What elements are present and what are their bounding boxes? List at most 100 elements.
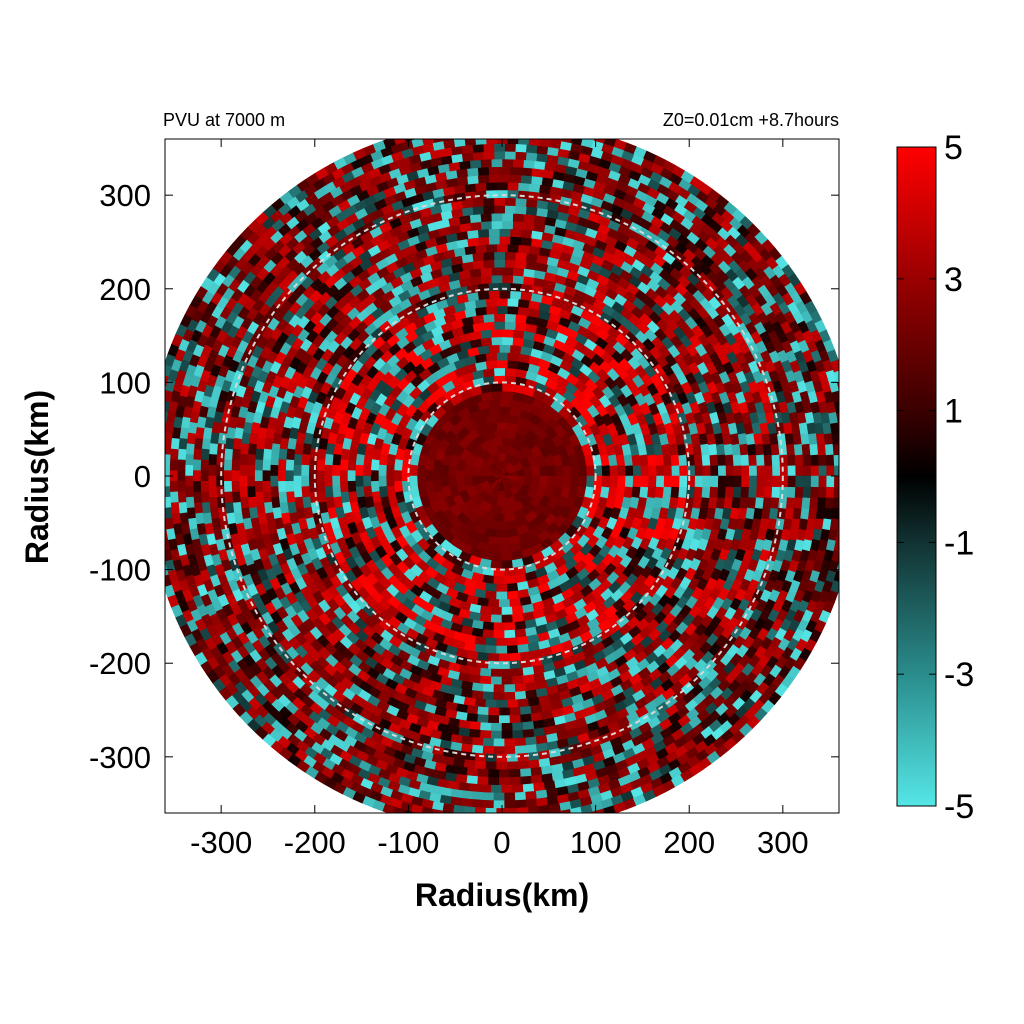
field-cell xyxy=(717,475,727,488)
field-cell xyxy=(601,475,611,488)
field-cell xyxy=(463,183,476,193)
field-cell xyxy=(818,486,827,498)
field-cell xyxy=(504,313,517,323)
field-cell xyxy=(504,251,516,261)
field-cell xyxy=(506,807,519,813)
field-cell xyxy=(662,486,673,499)
heatmap-field xyxy=(155,120,858,829)
field-cell xyxy=(169,491,179,504)
field-cell xyxy=(238,464,248,477)
field-cell xyxy=(679,464,688,477)
field-cell xyxy=(496,699,508,709)
field-cell xyxy=(506,753,519,763)
field-cell xyxy=(485,645,498,655)
field-cell xyxy=(238,475,248,488)
field-cell xyxy=(522,159,535,169)
field-cell xyxy=(547,464,557,477)
field-cell xyxy=(552,819,564,828)
field-cell xyxy=(497,816,508,824)
field-cell xyxy=(155,497,164,508)
field-cell xyxy=(471,143,484,153)
field-cell xyxy=(525,206,538,216)
field-cell xyxy=(200,459,209,472)
field-cell xyxy=(525,744,538,754)
field-cell xyxy=(817,443,827,456)
field-cell xyxy=(842,465,850,476)
field-cell xyxy=(201,502,211,515)
field-cell xyxy=(331,475,341,488)
field-cell xyxy=(725,475,735,488)
field-cell xyxy=(732,454,742,466)
field-cell xyxy=(764,475,773,488)
field-cell xyxy=(509,714,522,724)
field-cell xyxy=(485,637,498,647)
field-cell xyxy=(184,464,194,477)
field-cell xyxy=(169,459,178,472)
field-cell xyxy=(488,290,500,299)
field-cell xyxy=(501,676,514,686)
y-tick-label: 100 xyxy=(99,365,151,400)
field-cell xyxy=(701,453,711,466)
field-cell xyxy=(156,508,165,519)
field-cell xyxy=(518,815,529,823)
colorbar-tick-label: -1 xyxy=(944,524,974,562)
field-cell xyxy=(278,491,288,504)
field-cell xyxy=(461,152,474,162)
field-cell xyxy=(542,820,554,829)
field-cell xyxy=(169,448,179,461)
field-cell xyxy=(324,453,334,466)
field-cell xyxy=(493,259,506,268)
field-cell xyxy=(490,382,503,392)
field-cell xyxy=(493,630,506,639)
field-cell xyxy=(200,470,209,482)
field-cell xyxy=(482,691,495,701)
field-cell xyxy=(488,166,500,176)
field-cell xyxy=(514,259,527,269)
field-cell xyxy=(184,486,194,498)
field-cell xyxy=(192,480,202,493)
field-cell xyxy=(501,328,514,338)
field-cell xyxy=(754,443,765,456)
field-cell xyxy=(528,806,540,813)
field-cell xyxy=(779,475,789,488)
field-cell xyxy=(779,454,789,466)
field-cell xyxy=(617,475,627,488)
field-cell xyxy=(165,486,171,498)
field-cell xyxy=(522,213,535,224)
field-cell xyxy=(504,143,516,152)
field-cell xyxy=(640,475,650,488)
field-cell xyxy=(801,496,811,509)
field-cell xyxy=(493,205,506,214)
field-cell xyxy=(795,475,804,488)
field-cell xyxy=(496,591,508,600)
field-cell xyxy=(492,429,506,439)
field-cell xyxy=(464,814,475,823)
field-cell xyxy=(501,560,514,570)
colorbar-tick-label: 5 xyxy=(944,129,963,167)
field-cell xyxy=(475,815,486,823)
field-cell xyxy=(239,443,250,456)
field-cell xyxy=(479,212,492,222)
field-cell xyxy=(850,465,858,476)
field-cell xyxy=(482,745,495,755)
field-cell xyxy=(370,470,379,482)
field-cell xyxy=(803,475,812,488)
field-cell xyxy=(200,448,210,461)
field-cell xyxy=(499,120,510,128)
field-cell xyxy=(463,190,477,201)
field-cell xyxy=(463,759,476,769)
x-tick-label: -100 xyxy=(377,825,439,860)
field-cell xyxy=(678,486,688,499)
field-cell xyxy=(496,498,508,507)
field-cell xyxy=(586,475,596,488)
y-tick-label: 200 xyxy=(99,272,151,307)
field-cell xyxy=(802,486,812,499)
field-cell xyxy=(215,475,225,488)
field-cell xyxy=(482,313,495,323)
field-cell xyxy=(469,721,482,731)
field-cell xyxy=(482,792,495,802)
field-cell xyxy=(547,475,557,488)
field-cell xyxy=(517,244,530,254)
field-cell xyxy=(165,454,171,466)
field-cell xyxy=(498,544,511,554)
